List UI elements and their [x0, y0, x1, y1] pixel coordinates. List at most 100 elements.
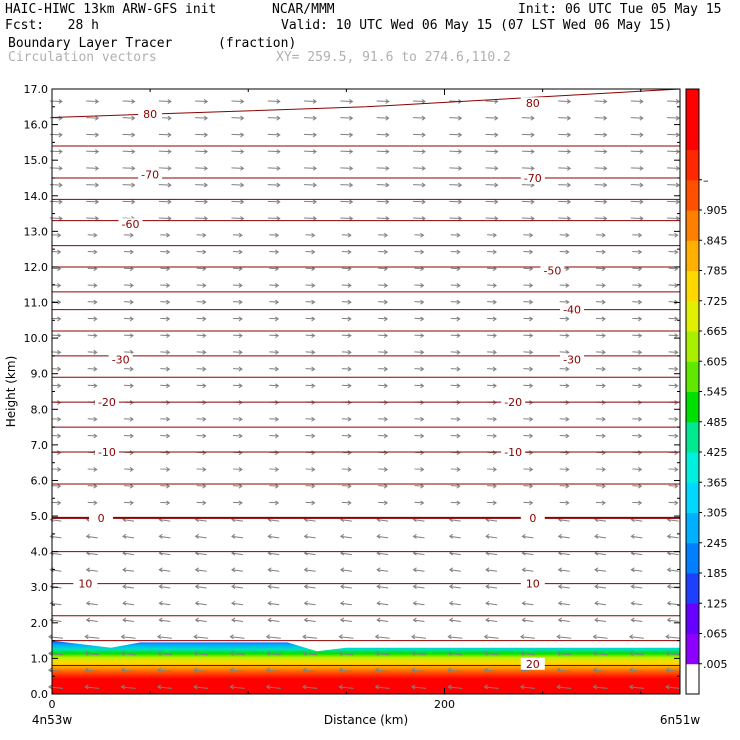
wind-vector	[483, 667, 499, 673]
colorbar-label: .065	[703, 628, 728, 641]
colorbar-swatch	[686, 270, 699, 302]
wind-vector	[595, 299, 606, 305]
wind-vector	[340, 165, 354, 171]
wind-vector	[193, 651, 209, 656]
wind-vector	[412, 182, 426, 188]
wind-vector	[414, 232, 425, 238]
contour-label-bg	[94, 396, 119, 409]
wind-vector	[196, 416, 207, 422]
contour-label: -10	[98, 446, 116, 459]
contour-label: 20	[526, 658, 540, 671]
wind-vector	[231, 199, 245, 205]
wind-vector	[447, 651, 463, 656]
wind-vector	[558, 115, 572, 121]
vector-field-name: Circulation vectors	[8, 50, 157, 65]
wind-vector	[559, 316, 570, 322]
wind-vector	[232, 316, 243, 322]
wind-vector	[51, 450, 62, 456]
colorbar-label: .125	[703, 597, 728, 610]
wind-vector	[120, 684, 136, 690]
wind-vector	[51, 433, 62, 439]
wind-vector	[523, 433, 534, 439]
wind-vector	[665, 651, 681, 656]
wind-vector	[269, 383, 280, 389]
wind-vector	[341, 366, 352, 372]
wind-vector	[196, 483, 207, 489]
colorbar-swatch	[686, 179, 699, 211]
wind-vector	[232, 450, 243, 456]
wind-vector	[412, 584, 425, 589]
wind-vector	[158, 182, 172, 188]
wind-vector	[267, 165, 281, 171]
wind-vector	[120, 634, 136, 640]
wind-vector	[269, 366, 280, 372]
wind-vector	[595, 316, 606, 322]
colorbar-label: .545	[703, 386, 728, 399]
wind-vector	[376, 149, 390, 155]
wind-vector	[341, 299, 352, 305]
wind-vector	[668, 416, 679, 422]
wind-vector	[158, 99, 172, 104]
wind-vector	[158, 132, 172, 138]
wind-vector	[196, 450, 207, 456]
wind-vector	[630, 182, 644, 188]
wind-vector	[628, 651, 644, 656]
wind-vector	[412, 567, 425, 573]
wind-vector	[378, 467, 389, 472]
wind-vector	[232, 366, 243, 372]
wind-vector	[158, 149, 172, 155]
wind-vector	[87, 433, 98, 439]
wind-vector	[196, 299, 207, 305]
wind-vector	[48, 684, 63, 690]
init-time: Init: 06 UTC Tue 05 May 15	[518, 2, 722, 17]
wind-vector	[51, 467, 62, 472]
contour-label-bg	[520, 511, 545, 524]
contour-label: -50	[543, 265, 561, 278]
colorbar-label: –	[703, 174, 709, 187]
wind-vector	[340, 99, 354, 104]
wind-vector	[156, 651, 172, 656]
wind-vector	[51, 316, 62, 322]
colorbar-label: .005	[703, 658, 728, 671]
wind-vector	[667, 216, 681, 221]
wind-vector	[124, 283, 134, 288]
wind-vector	[374, 651, 390, 656]
wind-vector	[667, 165, 681, 171]
wind-vector	[630, 600, 643, 606]
y-tick-label: 15.0	[24, 154, 49, 167]
wind-vector	[305, 333, 316, 339]
wind-vector	[265, 634, 281, 640]
wind-vector	[414, 433, 425, 439]
wind-vector	[412, 617, 425, 623]
wind-vector	[156, 684, 172, 690]
wind-vector	[269, 316, 280, 322]
wind-vector	[122, 600, 135, 606]
wind-vector	[194, 600, 207, 606]
wind-vector	[595, 249, 606, 255]
wind-vector	[450, 433, 461, 439]
wind-vector	[630, 199, 644, 205]
wind-vector	[521, 149, 535, 155]
wind-vector	[232, 299, 243, 305]
wind-vector	[487, 500, 498, 506]
wind-vector	[305, 232, 316, 238]
wind-vector	[450, 333, 461, 339]
wind-vector	[160, 349, 171, 355]
wind-vector	[668, 232, 679, 238]
wind-vector	[267, 149, 281, 155]
wind-vector	[87, 467, 98, 472]
wind-vector	[269, 333, 280, 339]
wind-vector	[595, 232, 606, 238]
wind-vector	[521, 199, 535, 205]
wind-vector	[667, 182, 681, 188]
wind-vector	[193, 667, 209, 673]
colorbar-label: .425	[703, 446, 728, 459]
wind-vector	[51, 500, 62, 506]
wind-vector	[557, 584, 570, 589]
wind-vector	[485, 600, 498, 606]
wind-vector	[487, 483, 498, 489]
wind-vector	[267, 216, 281, 221]
wind-vector	[378, 450, 389, 456]
wind-vector	[630, 533, 643, 539]
wind-vector	[340, 216, 354, 221]
